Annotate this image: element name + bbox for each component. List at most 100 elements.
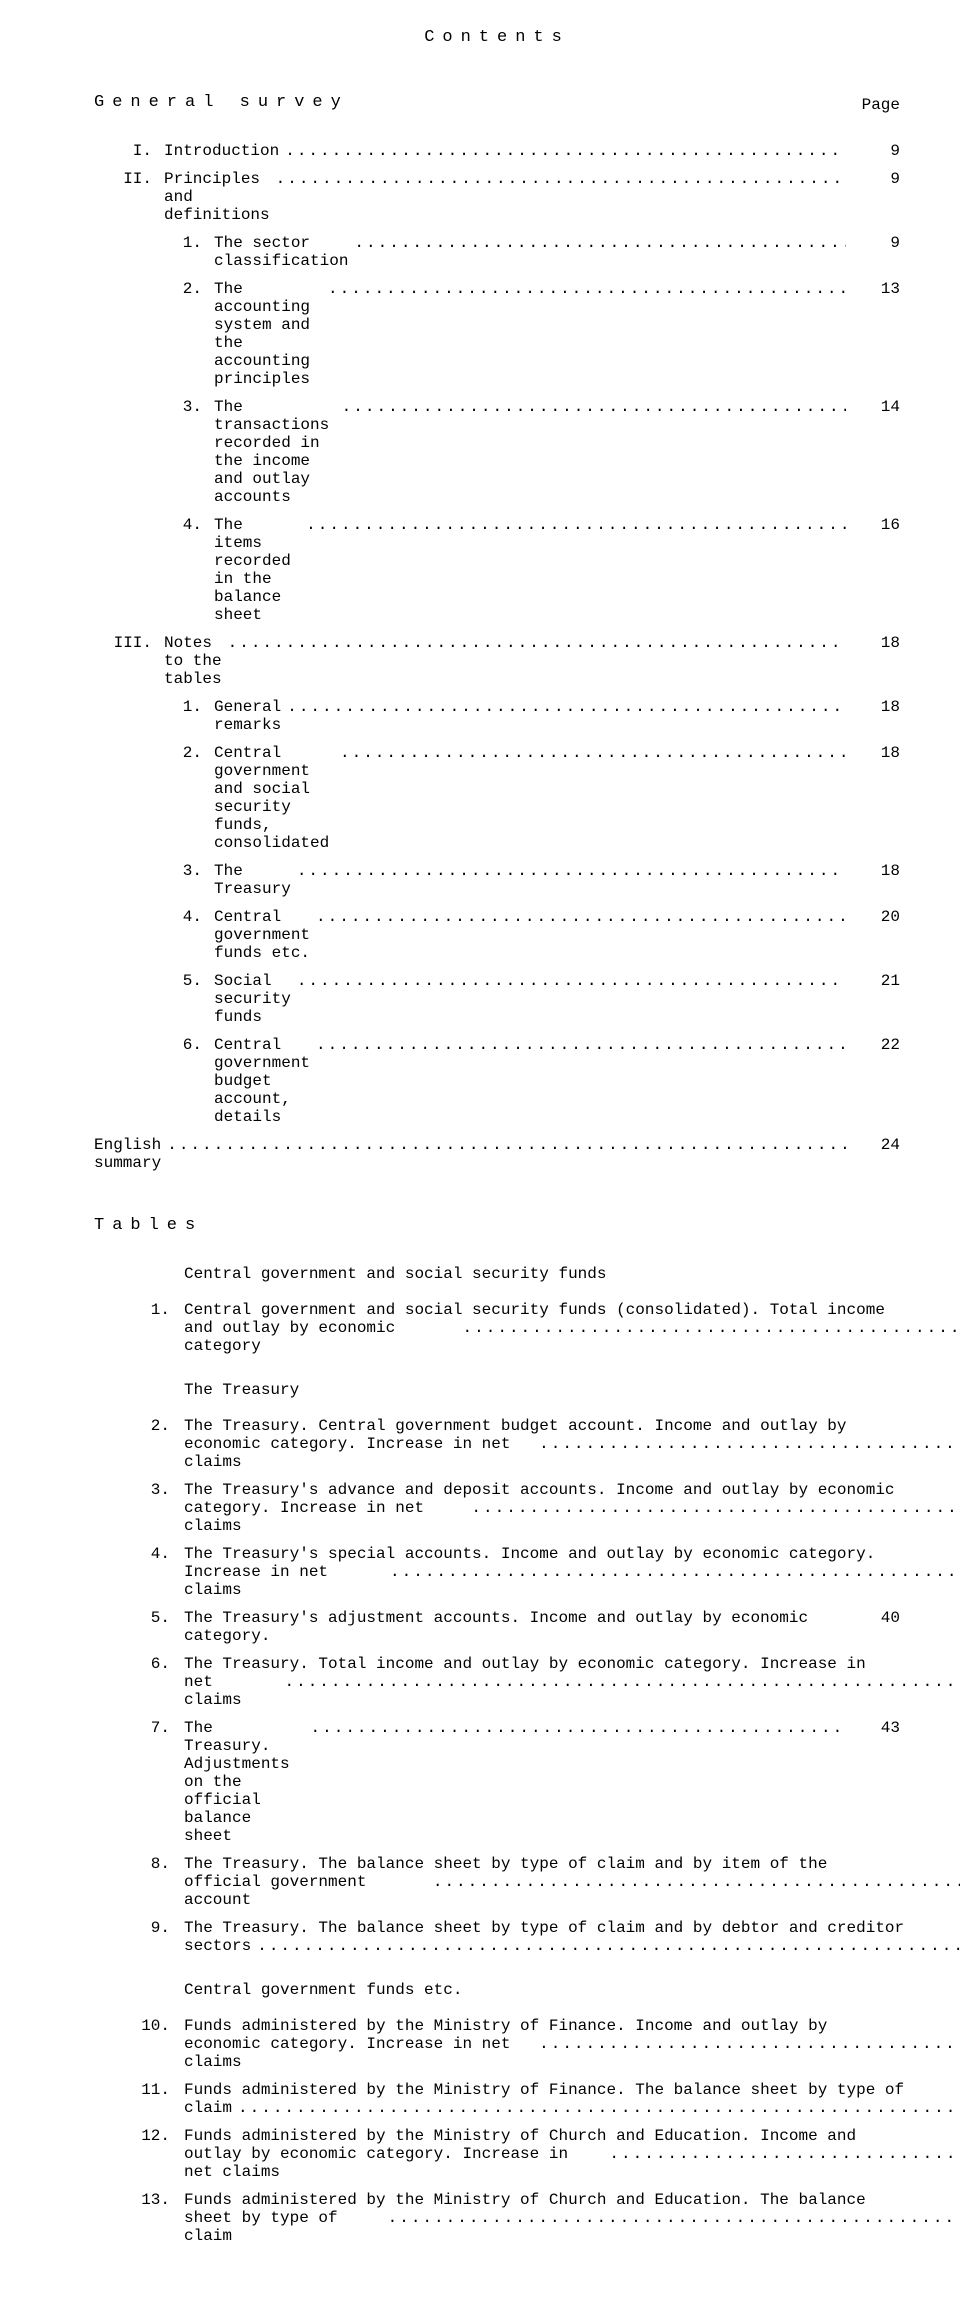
- entry-number: 3.: [94, 1481, 184, 1499]
- entry-lastline: official government account44: [184, 1873, 960, 1909]
- table-entry: 5.The Treasury's adjustment accounts. In…: [94, 1609, 900, 1645]
- entry-page: 18: [846, 744, 900, 762]
- entry-text: General remarks: [214, 698, 281, 734]
- entry-text: Central government budget account, detai…: [214, 1036, 310, 1126]
- entry-text: The Treasury. Central government budget …: [184, 1417, 960, 1435]
- table-entry: 11.Funds administered by the Ministry of…: [94, 2081, 900, 2117]
- entry-page: 20: [846, 908, 900, 926]
- entry-text: The sector classification: [214, 234, 348, 270]
- leader-dots: [382, 2209, 960, 2227]
- entry-number: 3.: [94, 398, 214, 416]
- entry-page: 9: [846, 170, 900, 188]
- entry-text: The Treasury. The balance sheet by type …: [184, 1855, 960, 1873]
- entry-text-wrap: The accounting system and the accounting…: [214, 280, 846, 388]
- leader-dots: [291, 862, 846, 880]
- entry-multiline: Central government and social security f…: [184, 1301, 960, 1355]
- entry-number: 4.: [94, 1545, 184, 1563]
- entry-text: The Treasury. Adjustments on the officia…: [184, 1719, 305, 1845]
- toc-entry: 2.Central government and social security…: [94, 744, 900, 852]
- entry-text: claim: [184, 2099, 232, 2117]
- entry-text-wrap: Social security funds: [214, 972, 846, 1026]
- entry-lastline: claim51: [184, 2099, 960, 2117]
- entry-text: sectors: [184, 1937, 251, 1955]
- entry-number: 2.: [94, 280, 214, 298]
- entry-page: 13: [846, 280, 900, 298]
- entry-text-wrap: The Treasury's adjustment accounts. Inco…: [184, 1609, 846, 1645]
- entry-page: 18: [846, 698, 900, 716]
- leader-dots: [291, 972, 846, 990]
- entry-number: 2.: [94, 1417, 184, 1435]
- entry-multiline: The Treasury's advance and deposit accou…: [184, 1481, 960, 1535]
- entry-page: 16: [846, 516, 900, 534]
- entry-page: 14: [846, 398, 900, 416]
- leader-dots: [334, 744, 846, 762]
- entry-text: The Treasury. The balance sheet by type …: [184, 1919, 960, 1937]
- leader-dots: [457, 1319, 960, 1337]
- table-entry: 9.The Treasury. The balance sheet by typ…: [94, 1919, 900, 1955]
- entry-text: Social security funds: [214, 972, 291, 1026]
- entry-text-wrap: The sector classification: [214, 234, 846, 270]
- toc-entry: 3.The Treasury18: [94, 862, 900, 898]
- entry-text: Increase in net claims: [184, 1563, 384, 1599]
- table-entry: 2.The Treasury. Central government budge…: [94, 1417, 900, 1471]
- entry-text: economic category. Increase in net claim…: [184, 2035, 533, 2071]
- toc-entry: 2.The accounting system and the accounti…: [94, 280, 900, 388]
- toc-entry: 4.The items recorded in the balance shee…: [94, 516, 900, 624]
- leader-dots: [310, 908, 846, 926]
- entry-multiline: Funds administered by the Ministry of Ch…: [184, 2127, 960, 2181]
- leader-dots: [465, 1499, 960, 1517]
- entry-number: 7.: [94, 1719, 184, 1737]
- tables-entries: Central government and social security f…: [94, 1265, 900, 2245]
- entry-number: 11.: [94, 2081, 184, 2099]
- table-entry: 3.The Treasury's advance and deposit acc…: [94, 1481, 900, 1535]
- entry-text-wrap: Central government funds etc.: [214, 908, 846, 962]
- entry-number: 3.: [94, 862, 214, 880]
- entry-text: The items recorded in the balance sheet: [214, 516, 300, 624]
- entry-text-wrap: Introduction: [164, 142, 846, 160]
- table-entry: 6.The Treasury. Total income and outlay …: [94, 1655, 900, 1709]
- entry-number: 1.: [94, 698, 214, 716]
- entry-text: Central government and social security f…: [214, 744, 334, 852]
- entry-number: 1.: [94, 234, 214, 252]
- entry-text: Principles and definitions: [164, 170, 270, 224]
- table-entry: 10.Funds administered by the Ministry of…: [94, 2017, 900, 2071]
- entry-number: 6.: [94, 1655, 184, 1673]
- entry-text-wrap: Notes to the tables: [164, 634, 846, 688]
- leader-dots: [251, 1937, 960, 1955]
- entry-text: Introduction: [164, 142, 279, 160]
- leader-dots: [232, 2099, 960, 2117]
- section-heading-tables: Tables: [94, 1216, 900, 1235]
- toc-entry: I.Introduction9: [94, 142, 900, 160]
- toc-entry: II.Principles and definitions9: [94, 170, 900, 224]
- entry-text: Funds administered by the Ministry of Fi…: [184, 2081, 960, 2099]
- table-entry: 12.Funds administered by the Ministry of…: [94, 2127, 900, 2181]
- entry-text: outlay by economic category. Increase in…: [184, 2145, 603, 2181]
- entry-text: The Treasury. Total income and outlay by…: [184, 1655, 960, 1673]
- page: Contents Page General survey I.Introduct…: [0, 0, 960, 2315]
- leader-dots: [310, 1036, 846, 1054]
- entry-text-wrap: The items recorded in the balance sheet: [214, 516, 846, 624]
- leader-dots: [348, 234, 846, 252]
- entry-text: The accounting system and the accounting…: [214, 280, 322, 388]
- entry-text: Funds administered by the Ministry of Fi…: [184, 2017, 960, 2035]
- entry-page: 21: [846, 972, 900, 990]
- entry-lastline: outlay by economic category. Increase in…: [184, 2145, 960, 2181]
- entry-multiline: The Treasury. Total income and outlay by…: [184, 1655, 960, 1709]
- entry-number: 4.: [94, 908, 214, 926]
- toc-entry: 4.Central government funds etc.20: [94, 908, 900, 962]
- entry-text-wrap: Central government and social security f…: [214, 744, 846, 852]
- entry-multiline: The Treasury's special accounts. Income …: [184, 1545, 960, 1599]
- entry-text-wrap: The Treasury. Adjustments on the officia…: [184, 1719, 846, 1845]
- entry-page: 9: [846, 234, 900, 252]
- toc-entry: 3.The transactions recorded in the incom…: [94, 398, 900, 506]
- entry-text: The Treasury's special accounts. Income …: [184, 1545, 960, 1563]
- entry-text: and outlay by economic category: [184, 1319, 457, 1355]
- entry-text: The Treasury's adjustment accounts. Inco…: [184, 1609, 846, 1645]
- leader-dots: [305, 1719, 846, 1737]
- leader-dots: [270, 170, 846, 188]
- entry-number: 9.: [94, 1919, 184, 1937]
- leader-dots: [300, 516, 846, 534]
- entry-multiline: The Treasury. The balance sheet by type …: [184, 1855, 960, 1909]
- entry-page: 24: [846, 1136, 900, 1154]
- entry-number: 5.: [94, 972, 214, 990]
